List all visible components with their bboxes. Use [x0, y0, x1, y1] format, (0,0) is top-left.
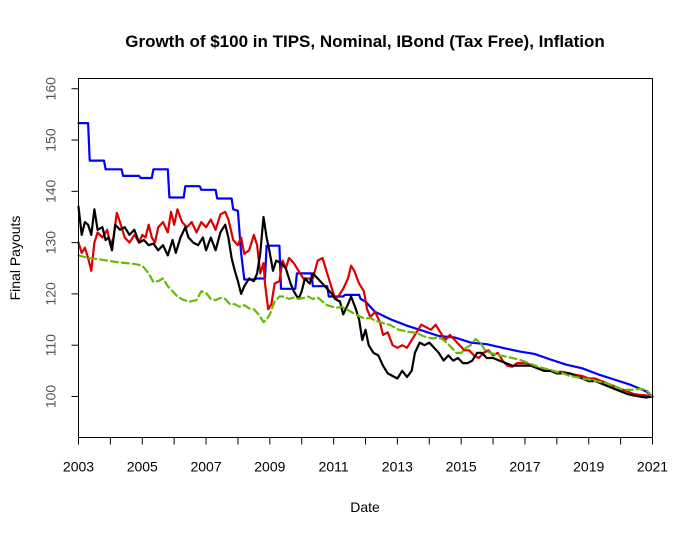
y-tick-label: 130	[43, 231, 59, 255]
x-axis: 2003 2005 2007 2009 2011 2013 2015 2017 2019 2021	[63, 437, 668, 475]
y-tick-label: 140	[43, 179, 59, 203]
x-tick-label: 2013	[382, 459, 413, 475]
y-tick-label: 160	[43, 77, 59, 101]
series-line-3	[77, 205, 654, 399]
x-tick-label: 2021	[637, 459, 668, 475]
x-axis-label: Date	[350, 499, 380, 515]
series-line-1	[77, 122, 654, 398]
plot-frame	[78, 78, 653, 438]
x-tick-label: 2009	[254, 459, 285, 475]
y-tick-label: 100	[43, 385, 59, 409]
chart-title: Growth of $100 in TIPS, Nominal, IBond (…	[125, 32, 605, 51]
plot-area	[77, 122, 654, 399]
y-axis: 100 110 120 130 140 150 160	[43, 77, 79, 408]
x-tick-label: 2005	[127, 459, 158, 475]
y-tick-label: 120	[43, 282, 59, 306]
series-line-4	[77, 254, 654, 398]
x-tick-label: 2007	[190, 459, 221, 475]
x-tick-label: 2003	[63, 459, 94, 475]
x-tick-label: 2015	[446, 459, 477, 475]
y-tick-label: 150	[43, 128, 59, 152]
x-tick-label: 2017	[509, 459, 540, 475]
x-tick-label: 2011	[319, 459, 349, 475]
y-tick-label: 110	[43, 334, 59, 357]
x-tick-label: 2019	[573, 459, 604, 475]
y-axis-label: Final Payouts	[7, 216, 23, 301]
series-line-2	[77, 208, 654, 398]
